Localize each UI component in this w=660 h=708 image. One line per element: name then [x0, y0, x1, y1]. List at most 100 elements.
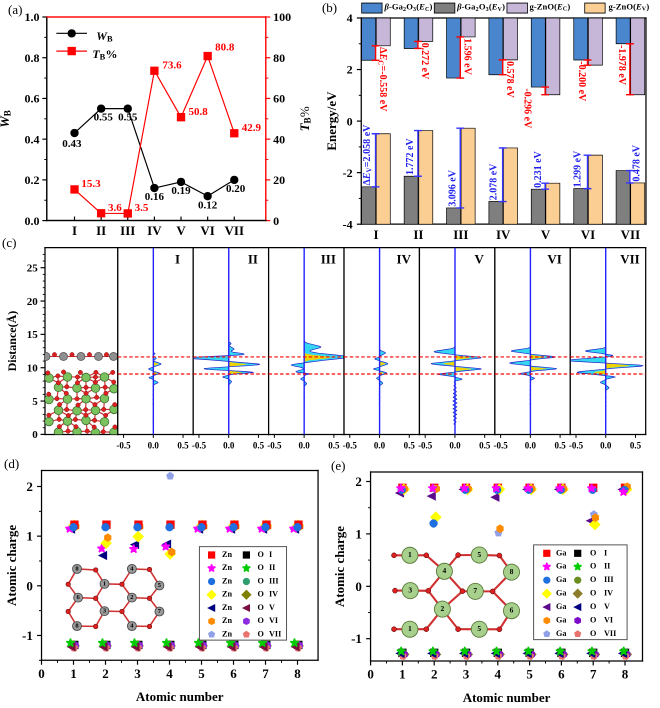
svg-text:g - Z n O: g - Z n O ( ) E V — [609, 0, 656, 14]
svg-text:-0.5: -0.5 — [418, 440, 433, 450]
svg-text:1.0: 1.0 — [25, 10, 40, 24]
svg-text:0.5: 0.5 — [554, 440, 566, 450]
svg-text:T B %: T B % — [289, 106, 316, 131]
svg-text:4: 4 — [443, 566, 447, 575]
svg-text:0: 0 — [26, 578, 33, 593]
svg-text:-1.978 eV: -1.978 eV — [616, 45, 627, 86]
svg-text:Ga: Ga — [556, 616, 566, 625]
svg-text:(e): (e) — [331, 458, 345, 473]
svg-text:O: O — [590, 575, 596, 584]
svg-text:I: I — [72, 223, 77, 238]
svg-text:5: 5 — [477, 550, 481, 559]
svg-text:Atomic charge: Atomic charge — [332, 526, 347, 607]
svg-text:0.16: 0.16 — [145, 191, 165, 203]
svg-text:Zn: Zn — [222, 550, 232, 559]
svg-text:1: 1 — [399, 667, 405, 682]
svg-text:8: 8 — [75, 623, 79, 630]
svg-text:Ga: Ga — [556, 575, 566, 584]
svg-text:0.5: 0.5 — [253, 440, 265, 450]
svg-text:Atomic number: Atomic number — [136, 689, 224, 703]
svg-text:1: 1 — [103, 580, 106, 587]
svg-text:-0.5: -0.5 — [267, 440, 282, 450]
svg-text:VII: VII — [225, 223, 244, 238]
svg-text:2: 2 — [102, 666, 109, 681]
svg-text:V: V — [604, 602, 610, 611]
svg-text:42.9: 42.9 — [242, 122, 262, 134]
svg-text:4: 4 — [130, 566, 134, 573]
svg-text:0: 0 — [367, 667, 373, 682]
svg-text:V: V — [269, 603, 275, 612]
svg-text:0.5: 0.5 — [177, 440, 189, 450]
svg-text:2: 2 — [26, 479, 33, 494]
svg-text:III: III — [321, 251, 336, 266]
svg-text:Distance(Å): Distance(Å) — [5, 311, 19, 372]
svg-text:7: 7 — [262, 666, 269, 681]
svg-text:VII: VII — [604, 629, 616, 638]
svg-text:VI: VI — [200, 223, 214, 238]
svg-text:7: 7 — [590, 667, 597, 682]
svg-text:2: 2 — [355, 474, 362, 489]
svg-text:-0.5: -0.5 — [192, 440, 207, 450]
svg-text:(b): (b) — [322, 0, 337, 15]
svg-text:2.078 eV: 2.078 eV — [489, 163, 500, 200]
svg-text:40: 40 — [273, 132, 285, 146]
svg-text:8: 8 — [294, 666, 301, 681]
svg-text:-0.296 eV: -0.296 eV — [522, 88, 533, 129]
svg-text:0.0: 0.0 — [223, 440, 235, 450]
svg-text:III: III — [453, 227, 468, 242]
svg-text:Zn: Zn — [222, 563, 232, 572]
svg-text:II: II — [413, 227, 423, 242]
svg-text:6: 6 — [76, 594, 80, 601]
svg-text:VI: VI — [604, 616, 613, 625]
svg-text:II: II — [96, 223, 106, 238]
svg-text:8: 8 — [75, 566, 79, 573]
svg-text:5: 5 — [477, 624, 481, 633]
svg-text:Zn: Zn — [222, 629, 232, 638]
svg-text:-1: -1 — [22, 628, 33, 643]
svg-text:VII: VII — [620, 251, 639, 266]
svg-text:IV: IV — [269, 590, 278, 599]
svg-text:II: II — [248, 251, 258, 266]
svg-text:g - Z n O: g - Z n O ( ) E C — [530, 0, 577, 14]
svg-text:2: 2 — [130, 594, 133, 601]
svg-text:I: I — [269, 550, 272, 559]
svg-text:3.5: 3.5 — [135, 202, 149, 214]
svg-text:0.0: 0.0 — [25, 214, 40, 228]
svg-text:O: O — [257, 616, 263, 625]
svg-text:Ga: Ga — [556, 629, 566, 638]
svg-text:0.5: 0.5 — [479, 440, 491, 450]
svg-text:0.0: 0.0 — [600, 440, 612, 450]
svg-text:O: O — [257, 590, 263, 599]
svg-text:0.12: 0.12 — [198, 199, 218, 211]
svg-text:β E - G a: β E - G a O ( ) 2 3 V — [456, 0, 511, 16]
svg-text:15.3: 15.3 — [81, 178, 101, 190]
svg-text:3: 3 — [463, 667, 470, 682]
svg-text:O: O — [590, 589, 596, 598]
svg-text:0.272 eV: 0.272 eV — [419, 43, 430, 80]
svg-text:1.772 eV: 1.772 eV — [405, 138, 416, 175]
svg-text:W B: W B — [0, 110, 14, 128]
svg-text:0.0: 0.0 — [298, 440, 310, 450]
svg-text:0: 0 — [355, 579, 362, 594]
svg-text:1: 1 — [70, 666, 77, 681]
svg-text:II: II — [269, 563, 275, 572]
svg-text:Ga: Ga — [556, 548, 566, 557]
svg-text:3: 3 — [134, 666, 141, 681]
svg-text:-0.5: -0.5 — [343, 440, 358, 450]
svg-text:25: 25 — [27, 263, 39, 275]
svg-text:1: 1 — [26, 529, 33, 544]
svg-text:0.5: 0.5 — [328, 440, 340, 450]
svg-text:O: O — [257, 576, 263, 585]
svg-text:80.8: 80.8 — [215, 41, 235, 53]
svg-text:Zn: Zn — [222, 576, 232, 585]
svg-text:III: III — [269, 576, 279, 585]
svg-text:1: 1 — [408, 550, 412, 559]
svg-text:VI: VI — [581, 227, 595, 242]
svg-text:0.0: 0.0 — [449, 440, 461, 450]
svg-text:Ga: Ga — [556, 602, 566, 611]
svg-text:0.55: 0.55 — [94, 112, 114, 124]
svg-text:Atomic number: Atomic number — [463, 690, 551, 703]
svg-text:0.20: 0.20 — [226, 183, 246, 195]
svg-text:5: 5 — [158, 582, 162, 589]
svg-text:(d): (d) — [4, 456, 19, 471]
